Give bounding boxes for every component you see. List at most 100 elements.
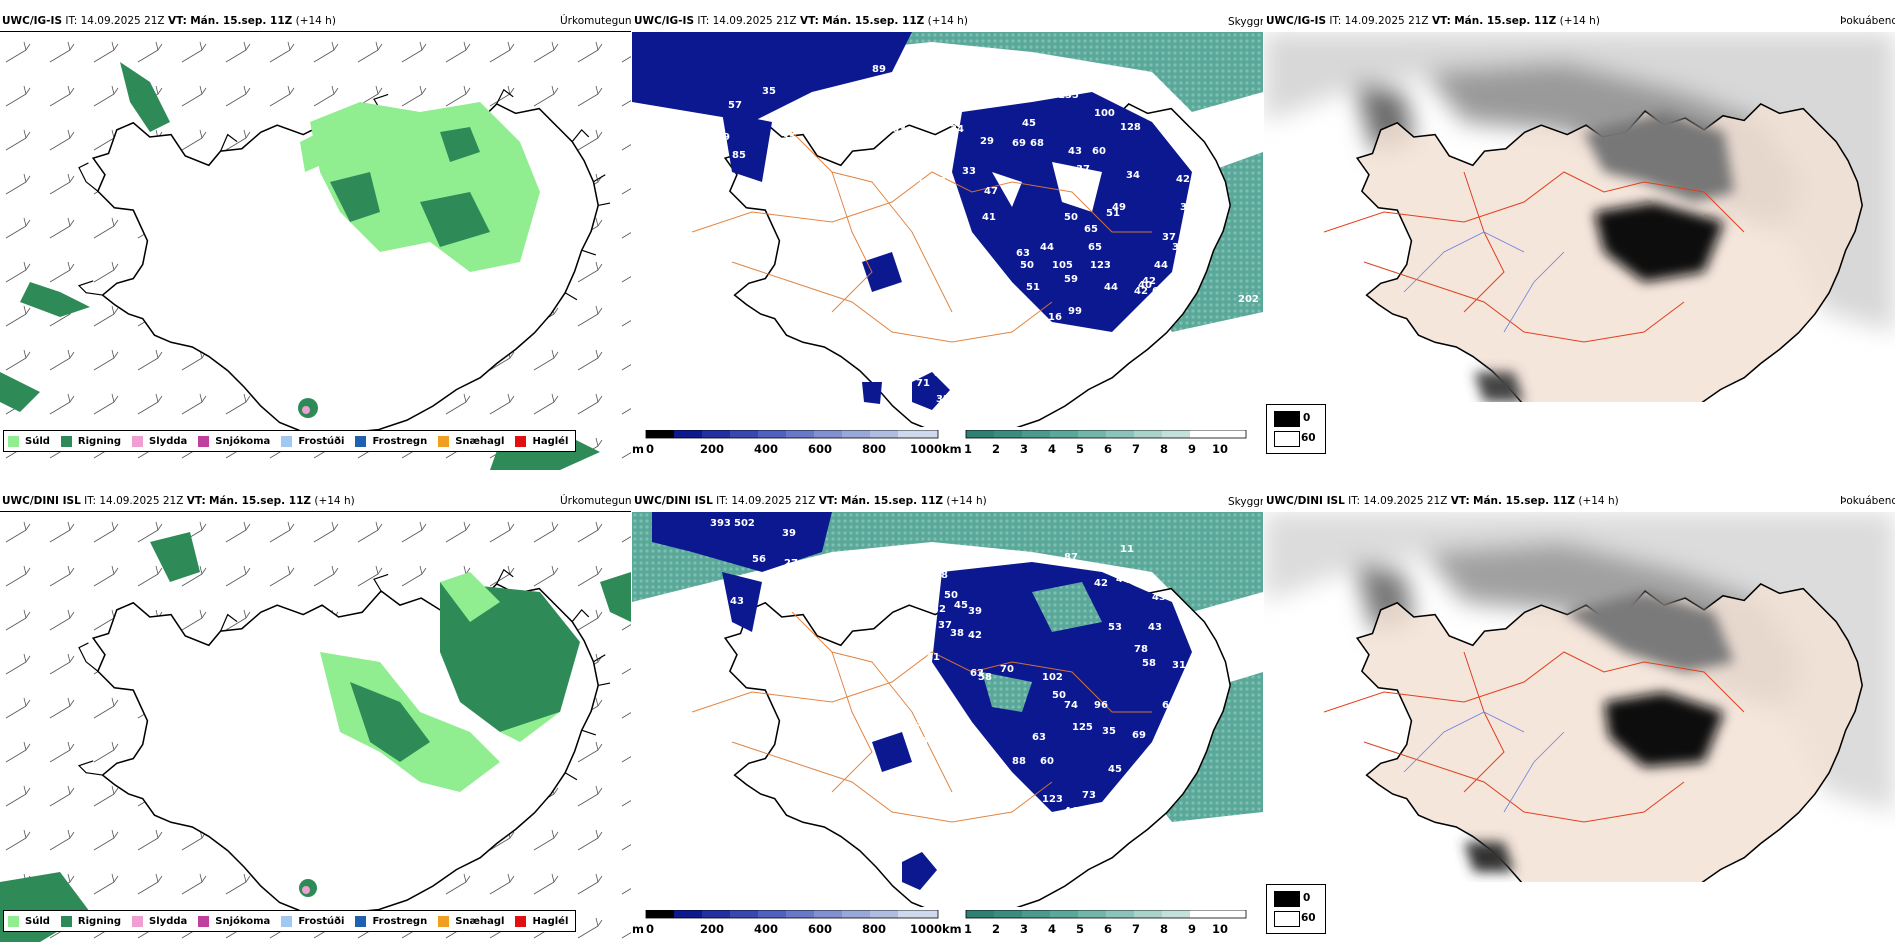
colorbar-strip — [645, 909, 939, 919]
cloud-base-value: 202 — [1238, 294, 1259, 305]
cloud-base-value: 40 — [910, 114, 924, 125]
model-name: UWC/IG-IS — [1266, 15, 1327, 27]
cloud-base-value: 45 — [1022, 118, 1036, 129]
cloud-base-value: 65 — [1088, 242, 1102, 253]
cloud-base-value: 58 — [978, 672, 992, 683]
cloud-base-value: 52 — [916, 718, 930, 729]
legend-swatch — [198, 435, 210, 447]
panel-header: UWC/IG-IS IT: 14.09.2025 21Z VT: Mán. 15… — [634, 15, 968, 27]
roads — [1323, 171, 1745, 343]
cloud-base-value: 42 — [1176, 174, 1190, 185]
fog-index-panel-row1: UWC/IG-IS IT: 14.09.2025 21Z VT: Mán. 15… — [1264, 12, 1895, 470]
cloud-base-value: 11 — [1120, 544, 1134, 555]
cloud-base-value: 35 — [762, 86, 776, 97]
cloud-base-value: 39 — [968, 606, 982, 617]
valid-time: Mán. 15.sep. 11Z — [1473, 495, 1576, 507]
cloud-base-value: 35 — [1102, 726, 1116, 737]
colorbar-strip — [965, 909, 1247, 919]
cloud-base-value: 88 — [1012, 756, 1026, 767]
legend-swatch — [60, 435, 72, 447]
fog-swatch — [1274, 891, 1300, 907]
legend-item: Snjókoma — [198, 435, 270, 447]
cloud-base-value: 73 — [1082, 790, 1096, 801]
cloud-base-value: 43 — [730, 596, 744, 607]
legend-item: Snæhagl — [438, 435, 504, 447]
cloud-base-value: 42 — [1094, 578, 1108, 589]
cloud-base-value: 502 — [734, 518, 755, 529]
cloud-base-value: 63 — [1032, 732, 1046, 743]
cloud-base-value: 119 — [830, 102, 851, 113]
cloud-base-value: 42 — [1142, 276, 1156, 287]
field-name: Þokuábendi — [1840, 15, 1895, 27]
cloud-base-value: 40 — [1138, 280, 1152, 291]
cloud-base-value: 31 — [1172, 660, 1186, 671]
rain-areas — [0, 62, 600, 470]
model-name: UWC/DINI ISL — [2, 495, 81, 507]
precip-map — [0, 31, 631, 470]
panel-header: UWC/DINI ISL IT: 14.09.2025 21Z VT: Mán.… — [1266, 495, 1619, 507]
cloud-base-value: 74 — [1064, 700, 1078, 711]
cloud-base-value: 123 — [1042, 794, 1063, 805]
legend-swatch — [198, 915, 210, 927]
cloud-base-value: 49 — [1112, 202, 1126, 213]
cloud-base-value: 50 — [1020, 260, 1034, 271]
cloud-base-value: 37 — [938, 620, 952, 631]
legend-item: Frostúði — [281, 435, 344, 447]
legend-item: Frostregn — [355, 915, 427, 927]
cloud-base-value: 32 — [936, 394, 950, 405]
panel-header: UWC/IG-IS IT: 14.09.2025 21Z VT: Mán. 15… — [1266, 15, 1600, 27]
legend-item: Súld — [8, 435, 50, 447]
valid-time: Mán. 15.sep. 11Z — [1454, 15, 1557, 27]
legend-item: Rigning — [60, 435, 121, 447]
cloud-base-value: 68 — [1030, 138, 1044, 149]
valid-time: Mán. 15.sep. 11Z — [822, 15, 925, 27]
cloud-base-value: 42 — [968, 630, 982, 641]
fog-map — [1264, 32, 1895, 402]
cloud-base-value: 68 — [1162, 294, 1176, 305]
legend-swatch — [132, 435, 144, 447]
precip-map — [0, 511, 631, 950]
cloud-base-value: 35 — [1062, 350, 1076, 361]
cloud-base-value: 50 — [944, 590, 958, 601]
cloud-base-value: 59 — [1152, 740, 1166, 751]
cloud-base-value: 32 — [894, 146, 908, 157]
legend-item: Haglél — [515, 915, 568, 927]
cloud-base-value: 39 — [782, 528, 796, 539]
cloud-base-value: 34 — [950, 124, 964, 135]
cloud-base-value: 135 — [1058, 90, 1079, 101]
cloud-base-value: 34 — [1180, 202, 1194, 213]
cloud-base-value: 87 — [1064, 552, 1078, 563]
cloud-base-value: 51 — [1106, 208, 1120, 219]
cloud-base-value: 52 — [924, 590, 938, 601]
legend-item: Súld — [8, 915, 50, 927]
cloud-base-value: 63 — [1016, 248, 1030, 259]
model-name: UWC/IG-IS — [634, 15, 695, 27]
cloud-base-value: 100 — [1094, 108, 1115, 119]
cloud-base-value: 125 — [1072, 722, 1093, 733]
visibility-colorbar: km 1 2 3 4 5 6 7 8 9 10 — [942, 429, 1262, 456]
cloud-base-value: 712 — [842, 556, 863, 567]
model-name: UWC/DINI ISL — [634, 495, 713, 507]
precip-type-panel-row1: UWC/IG-IS IT: 14.09.2025 21Z VT: Mán. 15… — [0, 12, 631, 470]
cloud-base-value: 43 — [1068, 146, 1082, 157]
roads — [1323, 651, 1745, 823]
field-name: Skyggni — [1228, 496, 1263, 508]
cloud-base-value: 56 — [752, 554, 766, 565]
cloud-base-value: 37 — [1076, 164, 1090, 175]
valid-time: Mán. 15.sep. 11Z — [190, 15, 293, 27]
cloud-base-value: 393 — [710, 518, 731, 529]
cloud-base-value: 78 — [1134, 644, 1148, 655]
legend-item: Snjókoma — [198, 915, 270, 927]
cloud-base-value: 58 — [934, 368, 948, 379]
cloud-base-value: 65 — [1084, 224, 1098, 235]
precip-type-panel-row2: UWC/DINI ISL IT: 14.09.2025 21Z VT: Mán.… — [0, 492, 631, 950]
cloud-base-value: 48 — [934, 570, 948, 581]
cloud-base-value: 36 — [1172, 242, 1186, 253]
cloud-base-value: 105 — [1052, 260, 1073, 271]
model-name: UWC/DINI ISL — [1266, 495, 1345, 507]
legend-item: Frostregn — [355, 435, 427, 447]
cloud-base-value: 31 — [910, 176, 924, 187]
